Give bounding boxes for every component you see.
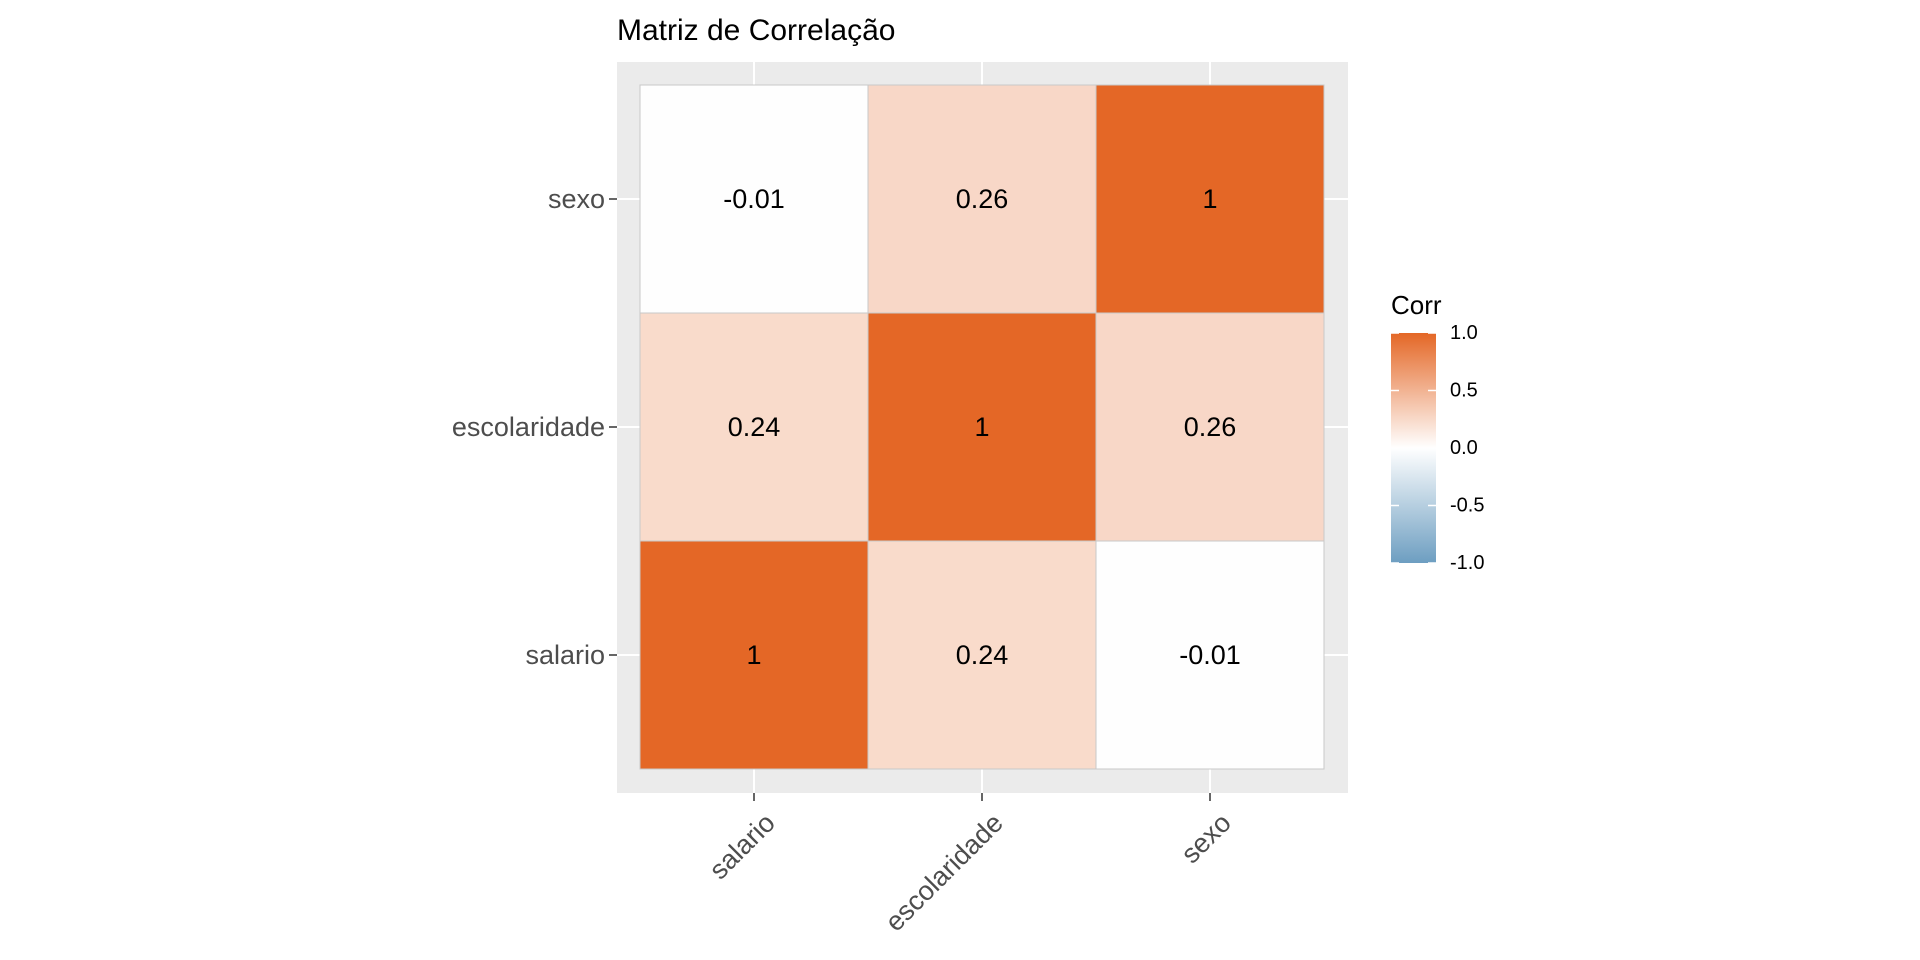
- cell-value-label: 1: [974, 412, 989, 442]
- x-tick-label: salario: [703, 808, 780, 885]
- legend-title: Corr: [1391, 290, 1442, 320]
- y-tick-label: salario: [525, 640, 605, 670]
- cell-value-label: 0.26: [956, 184, 1009, 214]
- cell-value-label: 0.26: [1184, 412, 1237, 442]
- y-tick-label: sexo: [548, 184, 605, 214]
- x-axis: salario escolaridade sexo: [703, 793, 1237, 937]
- cell-value-label: 0.24: [956, 640, 1009, 670]
- legend-ticks: 1.0 0.5 0.0 -0.5 -1.0: [1391, 322, 1484, 574]
- heatmap-cell: [867, 540, 1097, 770]
- heatmap-cells: [639, 84, 1325, 770]
- x-tick-label: sexo: [1175, 808, 1237, 870]
- heatmap-cell: [639, 312, 869, 542]
- cell-value-label: 1: [746, 640, 761, 670]
- heatmap-cell: [639, 84, 869, 314]
- legend-tick-label: -1.0: [1450, 552, 1484, 574]
- cell-value-label: 0.24: [728, 412, 781, 442]
- heatmap-cell: [1095, 540, 1325, 770]
- heatmap-cell: [867, 312, 1097, 542]
- cell-value-label: -0.01: [1179, 640, 1241, 670]
- legend-tick-label: 0.0: [1450, 437, 1478, 459]
- x-tick-label: escolaridade: [879, 808, 1008, 937]
- heatmap-cell: [1095, 312, 1325, 542]
- chart-title: Matriz de Correlação: [617, 14, 895, 47]
- legend-tick-label: 1.0: [1450, 322, 1478, 344]
- legend: Corr 1.0 0.5 0.0 -0.5 -1.0: [1391, 290, 1484, 574]
- legend-tick-label: -0.5: [1450, 495, 1484, 517]
- legend-tick-label: 0.5: [1450, 380, 1478, 402]
- cell-value-label: -0.01: [723, 184, 785, 214]
- heatmap-cell: [867, 84, 1097, 314]
- y-axis: salario escolaridade sexo: [452, 184, 617, 670]
- cell-value-label: 1: [1202, 184, 1217, 214]
- cell-labels: 1 0.24 -0.01 0.24 1 0.26 -0.01 0.26 1: [723, 184, 1241, 670]
- heatmap-cell: [1095, 84, 1325, 314]
- y-tick-label: escolaridade: [452, 412, 605, 442]
